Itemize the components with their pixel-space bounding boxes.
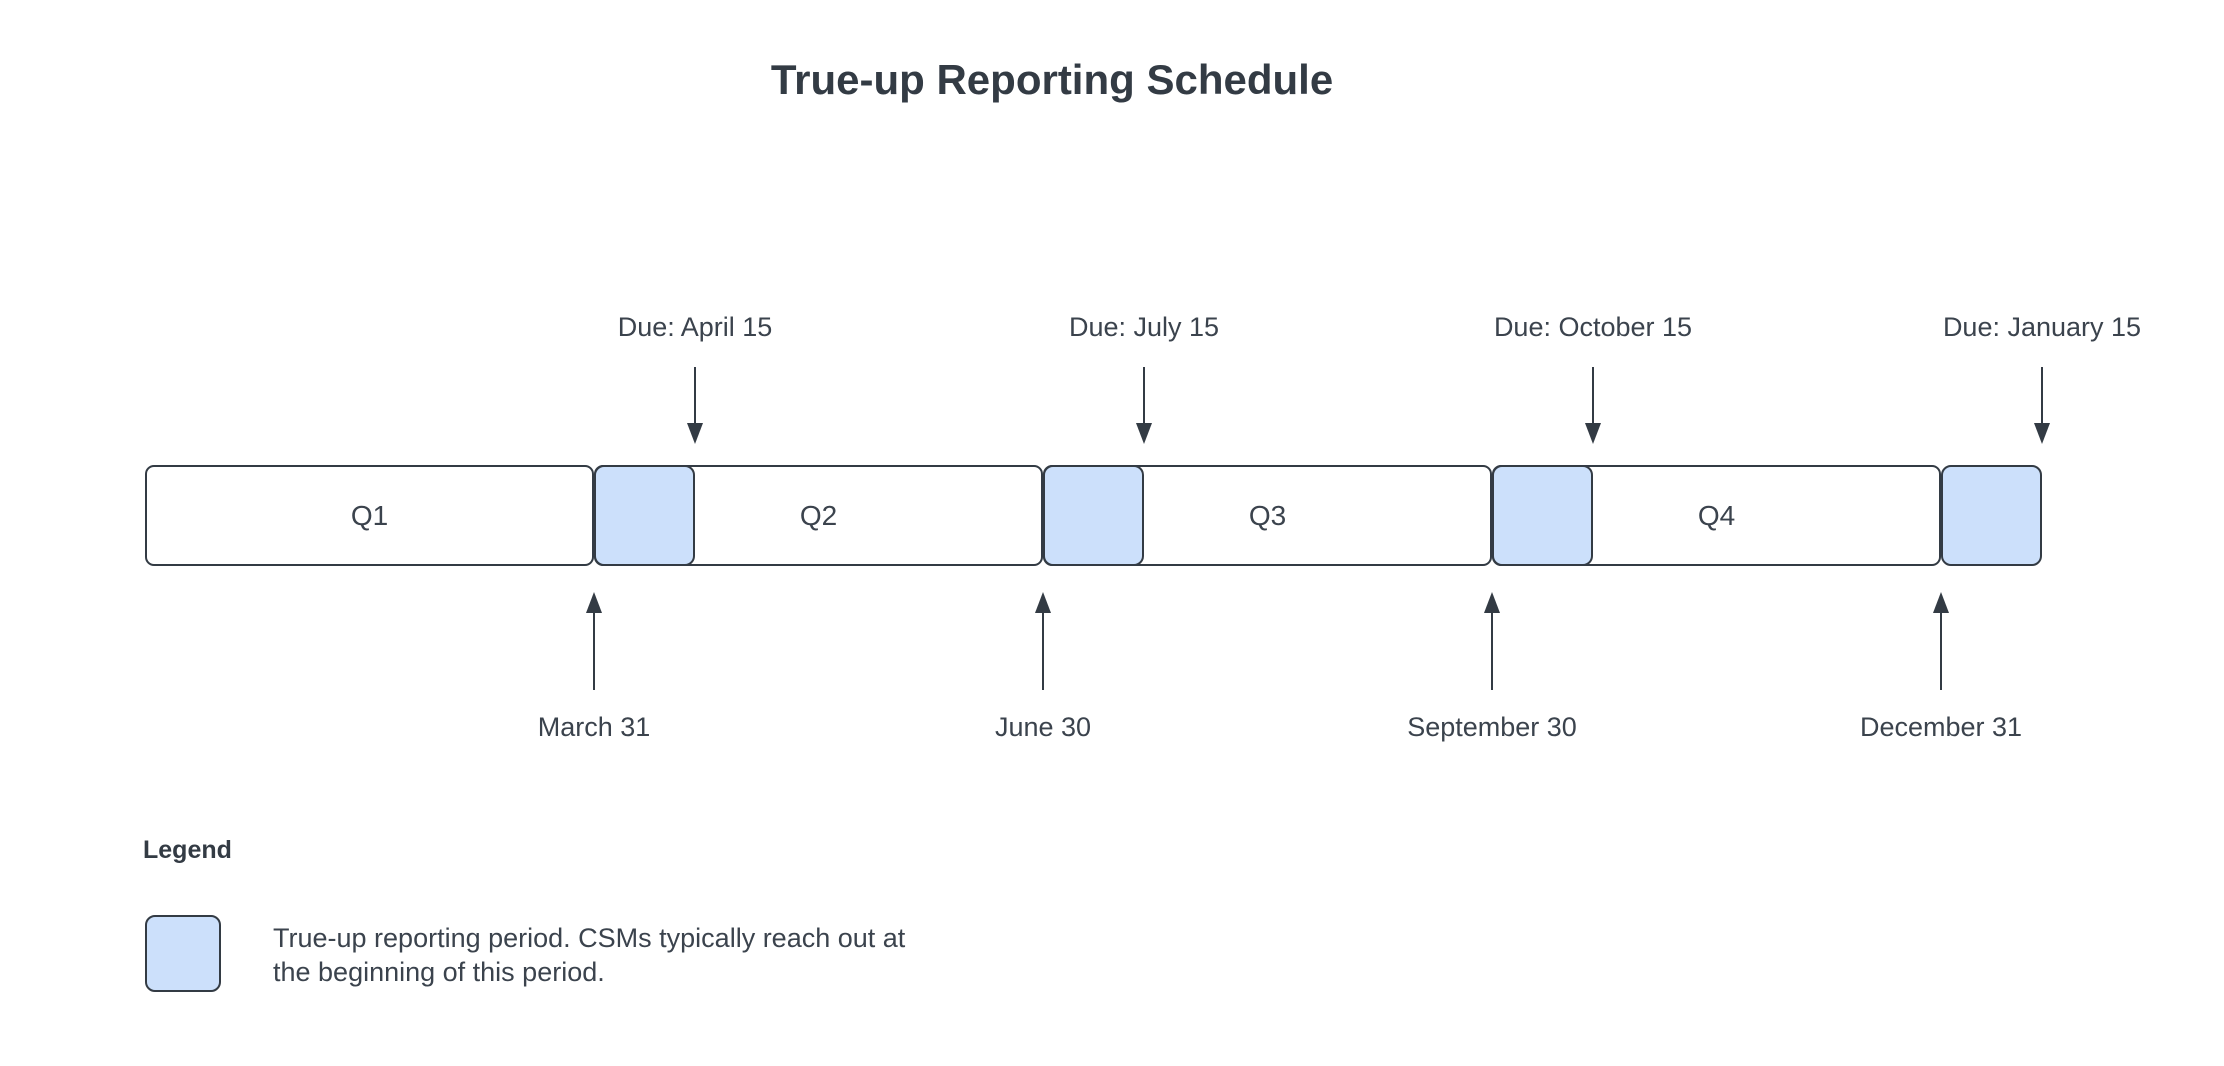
due-label-q2: Due: July 15	[1068, 312, 1220, 342]
arrow-shaft	[1042, 610, 1044, 690]
arrow-shaft	[2041, 367, 2043, 426]
quarter-box-q1: Q1	[145, 465, 594, 566]
quarter-end-label-q1: March 31	[537, 712, 651, 742]
quarter-label-q3: Q3	[1248, 499, 1287, 531]
due-label-q3: Due: October 15	[1493, 312, 1693, 342]
trueup-period-box-1	[594, 465, 695, 566]
quarter-label-q2: Q2	[799, 499, 838, 531]
trueup-period-box-3	[1492, 465, 1593, 566]
arrow-shaft	[593, 610, 595, 690]
quarter-end-label-q2: June 30	[994, 712, 1092, 742]
quarter-label-q1: Q1	[350, 499, 389, 531]
legend-swatch-trueup-period	[145, 915, 221, 992]
arrow-head	[687, 423, 703, 444]
arrow-head	[1035, 592, 1051, 613]
arrow-head	[586, 592, 602, 613]
arrow-shaft	[1491, 610, 1493, 690]
arrow-head	[1585, 423, 1601, 444]
trueup-period-box-2	[1043, 465, 1144, 566]
quarter-end-label-q4: December 31	[1859, 712, 2023, 742]
due-label-q4: Due: January 15	[1942, 312, 2142, 342]
arrow-shaft	[1143, 367, 1145, 426]
legend-heading: Legend	[143, 836, 232, 864]
arrow-shaft	[1592, 367, 1594, 426]
quarter-end-label-q3: September 30	[1407, 712, 1577, 742]
quarter-label-q4: Q4	[1697, 499, 1736, 531]
arrow-head	[1136, 423, 1152, 444]
legend-description-line-2: the beginning of this period.	[273, 957, 605, 987]
diagram-title: True-up Reporting Schedule	[770, 56, 1334, 103]
arrow-shaft	[694, 367, 696, 426]
arrow-shaft	[1940, 610, 1942, 690]
arrow-head	[1933, 592, 1949, 613]
trueup-period-box-4	[1941, 465, 2042, 566]
arrow-head	[2034, 423, 2050, 444]
arrow-head	[1484, 592, 1500, 613]
legend-description: True-up reporting period. CSMs typically…	[273, 921, 905, 989]
legend-description-line-1: True-up reporting period. CSMs typically…	[273, 923, 906, 953]
due-label-q1: Due: April 15	[617, 312, 773, 342]
